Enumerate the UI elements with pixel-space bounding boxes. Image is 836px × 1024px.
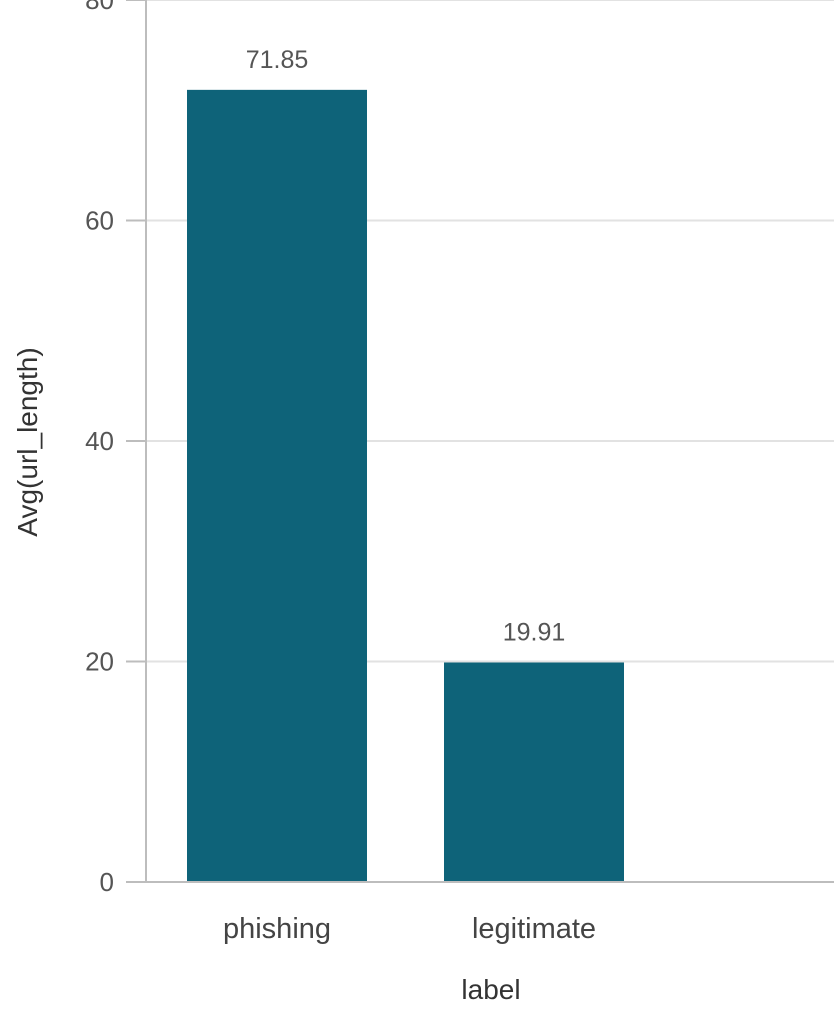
y-axis-title: Avg(url_length) xyxy=(12,347,43,536)
y-tick-label: 60 xyxy=(85,206,114,236)
y-tick-label: 20 xyxy=(85,647,114,677)
bar-phishing xyxy=(187,89,367,882)
y-tick-label: 80 xyxy=(85,0,114,15)
y-tick-label: 0 xyxy=(100,867,114,897)
bar-legitimate xyxy=(444,662,624,882)
axes xyxy=(126,0,834,883)
data-label-legitimate: 19.91 xyxy=(503,618,566,646)
x-tick-label-phishing: phishing xyxy=(223,913,331,945)
x-axis-title: label xyxy=(461,974,520,1005)
labels: label Avg(url_length) 0 20 40 60 80 71.85 phis… xyxy=(12,0,596,1005)
x-tick-label-legitimate: legitimate xyxy=(472,913,596,945)
y-tick-label: 40 xyxy=(85,426,114,456)
bars xyxy=(187,89,624,882)
data-label-phishing: 71.85 xyxy=(246,46,309,74)
